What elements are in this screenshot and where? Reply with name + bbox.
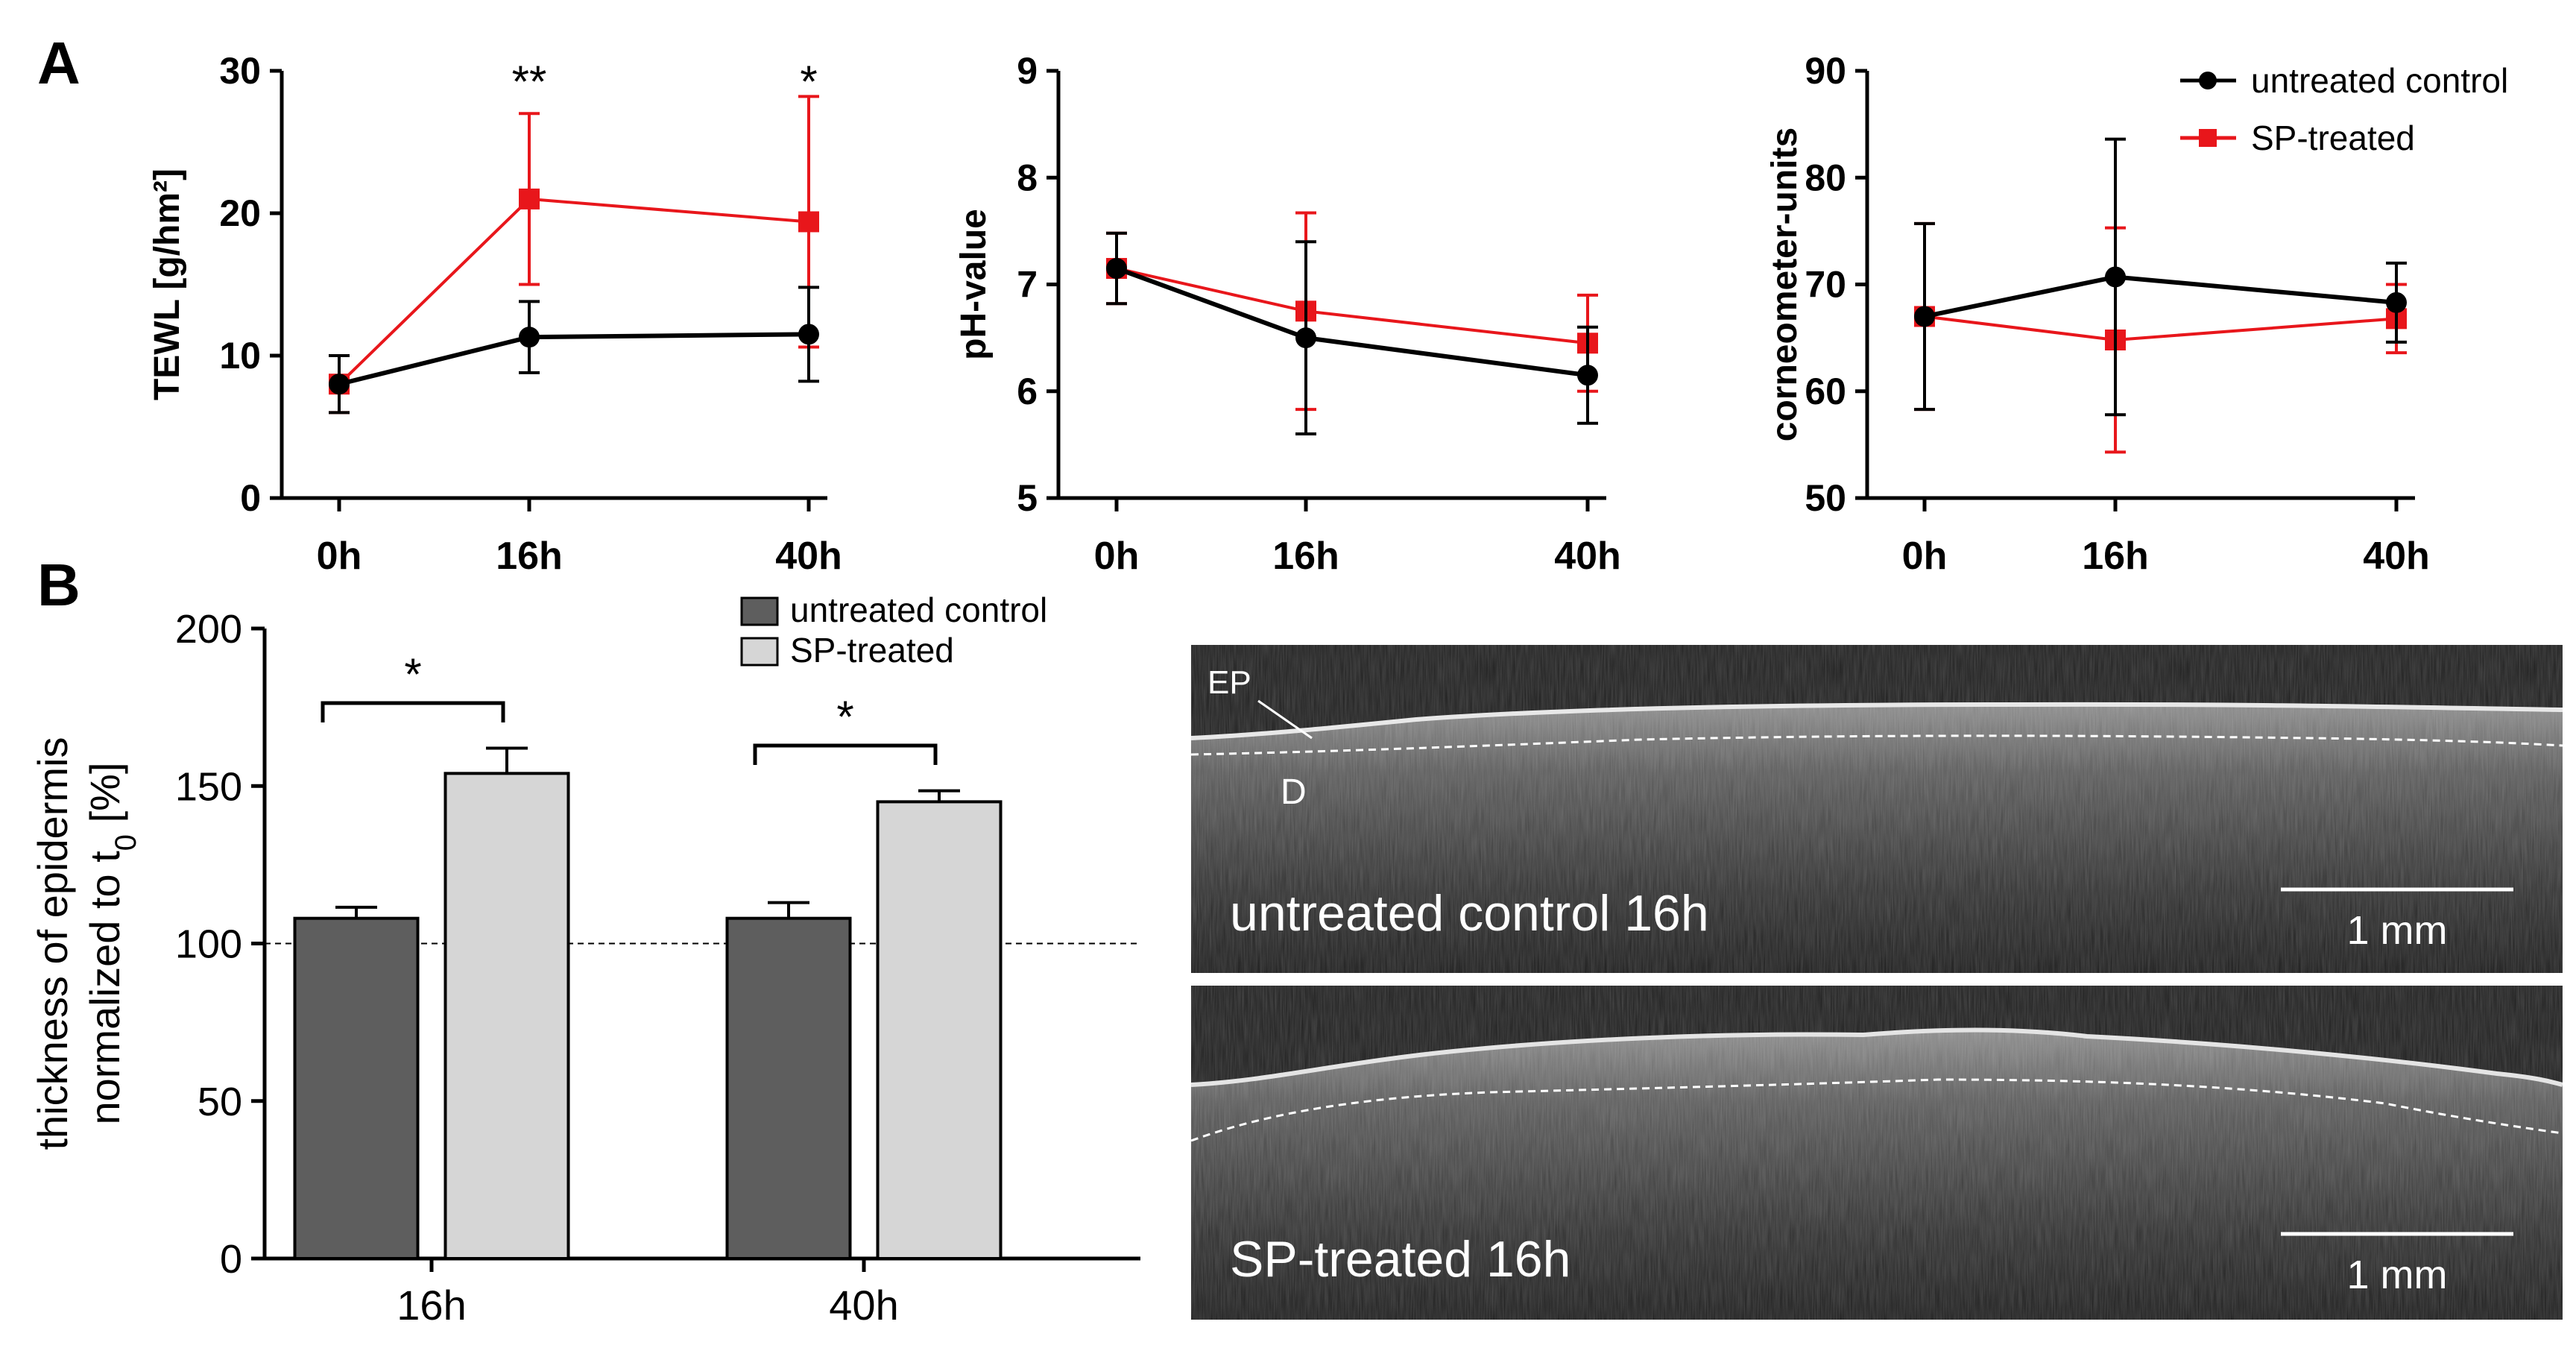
bar-sp-treated	[876, 800, 1003, 1260]
x-tick-label: 40h	[775, 535, 842, 578]
significance-marker: *	[836, 692, 853, 742]
y-tick-label: 5	[1017, 477, 1038, 519]
bar-untreated-control	[725, 916, 852, 1260]
legend-marker	[2199, 129, 2217, 147]
x-tick-label: 16h	[496, 535, 563, 578]
data-point-untreated-control	[1106, 258, 1127, 280]
y-tick-label: 150	[175, 764, 242, 809]
panel-label-a: A	[37, 30, 80, 96]
oct-image-sp-treated: SP-treated 16h 1 mm	[1191, 986, 2563, 1320]
y-tick-label: 50	[1805, 477, 1846, 519]
y-axis-label: normalized to t0 [%]	[81, 763, 142, 1125]
oct-label-ep: EP	[1208, 664, 1251, 701]
y-tick-label: 30	[219, 50, 261, 92]
y-axis-label: corneometer-units	[1765, 127, 1805, 441]
oct-label-d: D	[1281, 772, 1307, 812]
data-point-untreated-control	[329, 374, 350, 395]
bar-untreated-control	[293, 916, 420, 1260]
significance-marker: *	[800, 57, 817, 107]
y-tick-label: 7	[1017, 264, 1038, 306]
data-point-untreated-control	[1914, 306, 1935, 327]
y-tick-label: 0	[240, 477, 261, 519]
y-axis-label: TEWL [g/hm²]	[148, 168, 187, 400]
y-tick-label: 6	[1017, 371, 1038, 412]
legend-label: untreated control	[790, 590, 1047, 629]
x-tick-label: 0h	[317, 535, 362, 578]
data-point-sp-treated	[798, 211, 819, 233]
data-point-sp-treated	[519, 188, 540, 210]
scale-bar-label: 1 mm	[2347, 1253, 2448, 1297]
y-axis-label: pH-value	[954, 209, 994, 360]
y-axis-label: thickness of epidermis	[29, 737, 76, 1150]
y-tick-label: 10	[219, 335, 261, 377]
y-tick-label: 8	[1017, 157, 1038, 198]
legend-label: SP-treated	[790, 631, 954, 670]
legend-label: untreated control	[2251, 61, 2508, 100]
bar-sp-treated	[443, 772, 570, 1260]
y-tick-label: 9	[1017, 50, 1038, 92]
series-line-sp-treated	[1116, 267, 1588, 345]
y-tick-label: 90	[1805, 50, 1846, 92]
x-tick-label: 16h	[2082, 535, 2149, 578]
x-tick-label: 0h	[1902, 535, 1948, 578]
legend-swatch	[740, 637, 779, 667]
significance-bracket	[321, 701, 505, 722]
y-tick-label: 70	[1805, 264, 1846, 306]
data-point-untreated-control	[2105, 266, 2126, 288]
data-point-untreated-control	[1295, 327, 1316, 349]
x-tick-label: 40h	[1554, 535, 1621, 578]
oct-image-untreated: EP D untreated control 16h 1 mm	[1191, 645, 2563, 973]
data-point-untreated-control	[798, 324, 819, 345]
significance-marker: *	[404, 649, 421, 699]
y-tick-label: 200	[175, 607, 242, 652]
y-tick-label: 20	[219, 192, 261, 234]
x-tick-label: 40h	[829, 1282, 898, 1329]
x-tick-label: 16h	[397, 1282, 466, 1329]
legend-swatch	[740, 596, 779, 626]
significance-bracket	[753, 743, 938, 765]
data-point-untreated-control	[2386, 292, 2407, 313]
epidermis-thickness-bar-chart: 0 50 100 150 200 16h 40h * * untreated controlSP-…	[29, 590, 1140, 1329]
series-line-untreated-control	[1924, 274, 2397, 319]
y-tick-label: 60	[1805, 371, 1846, 412]
ph-chart: 5 6 7 8 9 0h 16h 40h pH-value	[954, 50, 1621, 578]
y-tick-label: 50	[198, 1080, 242, 1124]
legend-label: SP-treated	[2251, 119, 2415, 157]
corneometer-chart: 50 60 70 80 90 0h 16h 40h corneometer-units untre…	[1765, 50, 2508, 578]
series-line-untreated-control	[338, 332, 809, 387]
oct-caption-sp-treated: SP-treated 16h	[1230, 1231, 1570, 1288]
y-tick-label: 100	[175, 922, 242, 967]
x-tick-label: 0h	[1094, 535, 1140, 578]
data-point-untreated-control	[519, 327, 540, 348]
significance-marker: **	[512, 57, 547, 107]
oct-caption-untreated: untreated control 16h	[1230, 885, 1709, 942]
series-line-sp-treated	[338, 197, 809, 385]
panel-label-b: B	[37, 552, 80, 618]
scale-bar-label: 1 mm	[2347, 908, 2448, 953]
x-tick-label: 40h	[2363, 535, 2430, 578]
y-tick-label: 0	[220, 1237, 242, 1282]
series-line-sp-treated	[1924, 315, 2397, 341]
x-tick-label: 16h	[1272, 535, 1339, 578]
data-point-untreated-control	[1577, 365, 1598, 386]
y-tick-label: 80	[1805, 157, 1846, 198]
legend-marker	[2199, 72, 2217, 89]
